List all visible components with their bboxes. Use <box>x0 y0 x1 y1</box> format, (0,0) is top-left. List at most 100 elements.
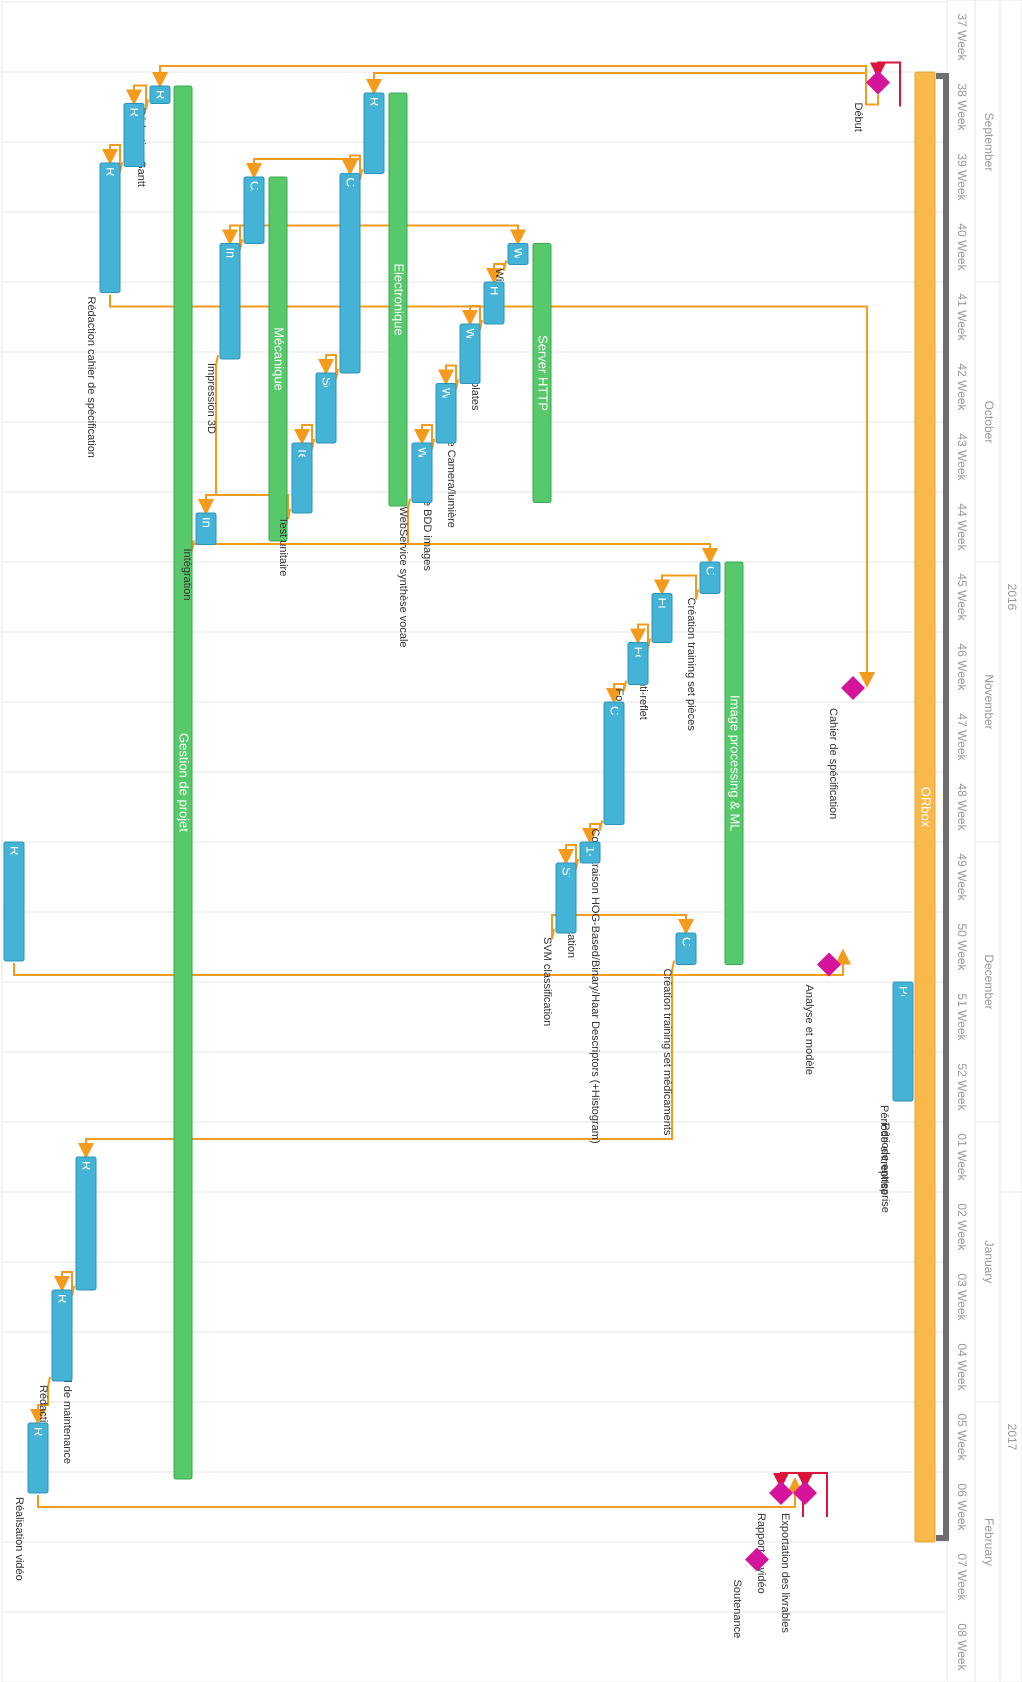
group-bar-rect[interactable] <box>388 92 408 507</box>
task-bar-svm[interactable]: SVM classifi SVM classification <box>541 862 577 1026</box>
task-bar-rect[interactable] <box>483 281 505 325</box>
task-bar-rect[interactable] <box>411 442 433 503</box>
group-bar-server[interactable]: Server HTTP <box>532 243 552 503</box>
group-bar-gestion[interactable]: Gestion de projet <box>173 85 193 1480</box>
task-bar-rect[interactable] <box>3 841 25 962</box>
task-name-label: Période entreprise <box>878 1105 890 1195</box>
task-bar-label: Filtre ant <box>656 598 671 649</box>
task-bar-rect[interactable] <box>651 593 673 643</box>
task-bar-rect[interactable] <box>291 442 313 514</box>
group-bar-label: Image processing & ML <box>728 695 743 832</box>
task-bar-rect[interactable] <box>51 1289 73 1382</box>
task-bar-rect[interactable] <box>459 323 481 384</box>
milestone-m_soutenance[interactable]: Soutenance <box>731 1547 769 1639</box>
milestone-label: Cahier de spécification <box>827 708 839 819</box>
task-name-label: SVM classification <box>541 937 553 1026</box>
milestone-m_cahier[interactable]: Cahier de spécification <box>827 676 865 819</box>
task-bar-label: CAO boitier <box>248 181 263 249</box>
task-bar-rect[interactable] <box>555 862 577 934</box>
dependency-link <box>462 305 483 331</box>
task-bar-creamed[interactable]: Créa Création training set médicaments <box>661 932 697 1136</box>
task-bar-imp3d[interactable]: Impression 3D Impression 3D <box>205 243 241 434</box>
task-bar-rect[interactable] <box>699 561 721 594</box>
task-bar-cahier[interactable]: Rédaction cahier de sp Rédaction cahier d… <box>85 162 121 458</box>
group-bar-rect[interactable] <box>724 561 744 965</box>
task-bar-creap[interactable]: Créa Création training set pièces <box>685 561 721 731</box>
task-bar-rect[interactable] <box>315 372 337 444</box>
task-bar-video[interactable]: Réalisation v Réalisation vidéo <box>13 1422 49 1581</box>
task-bar-rect[interactable] <box>892 981 914 1102</box>
dependency-link <box>551 914 694 940</box>
task-bar-rect[interactable] <box>219 243 241 360</box>
task-bar-redanalyse[interactable]: Rédaction analyse et Rédaction analyse et… <box>0 841 25 1107</box>
task-bar-rect[interactable] <box>99 162 121 293</box>
week-label: 41 Week <box>955 293 969 341</box>
task-bar-rect[interactable] <box>195 512 217 545</box>
task-bar-label: Réalisation v <box>32 1427 47 1502</box>
dependency-link <box>54 1271 75 1297</box>
group-bar-rect[interactable] <box>173 85 193 1480</box>
milestone-m_livrables[interactable]: Exportation des livrables <box>779 1481 817 1633</box>
task-bar-testu[interactable]: Test unitaire Test unitaire <box>277 442 313 576</box>
task-bar-label: Soudure <box>320 377 335 426</box>
milestone-diamond[interactable] <box>793 1481 817 1505</box>
group-bar-rect[interactable] <box>532 243 552 503</box>
task-bar-hog[interactable]: Comparaison HOG-B Comparaison HOG-Based/B… <box>589 701 625 1144</box>
group-bar-elec[interactable]: Electronique <box>388 92 408 507</box>
task-bar-rect[interactable] <box>603 701 625 825</box>
task-bar-rect[interactable] <box>675 932 697 965</box>
task-bar-rect[interactable] <box>243 176 265 244</box>
task-bar-rect[interactable] <box>507 243 529 265</box>
milestone-m_analyse[interactable]: Analyse et modèle <box>803 952 841 1076</box>
dependency-link <box>30 1376 51 1425</box>
task-bar-rect[interactable] <box>339 173 361 374</box>
task-name-label: Rédaction analyse et modèle <box>0 965 1 1107</box>
group-bar-rect[interactable] <box>268 176 288 542</box>
task-bar-label: 1-N <box>584 846 599 867</box>
task-bar-rect[interactable] <box>435 383 457 444</box>
group-bar-label: Gestion de projet <box>177 733 192 832</box>
dependency-link <box>438 364 459 390</box>
project-bar-orbox[interactable]: ORbox <box>914 71 936 1543</box>
milestone-label: Exportation des livrables <box>779 1513 791 1633</box>
dependency-link <box>414 424 435 450</box>
milestone-diamond[interactable] <box>866 70 890 95</box>
milestone-m_debut[interactable]: Début <box>852 70 890 132</box>
task-bar-rect[interactable] <box>75 1156 97 1291</box>
dependency-link <box>126 84 149 110</box>
dependency-link <box>606 680 627 704</box>
task-bar-rect[interactable] <box>579 841 601 864</box>
dependency-link <box>630 623 651 649</box>
group-bar-meca[interactable]: Mécanique <box>268 176 288 542</box>
task-bar-label: Réd <box>154 90 169 114</box>
milestone-diamond[interactable] <box>841 676 865 700</box>
week-label: 08 Week <box>955 1623 969 1671</box>
project-bar-rect[interactable] <box>914 71 936 1543</box>
task-bar-label: SVM classifi <box>560 867 575 938</box>
task-bar-label: Créa <box>704 566 719 595</box>
task-bar-rect[interactable] <box>123 103 145 167</box>
task-name-label: Comparaison HOG-Based/Binary/Haar Descri… <box>589 829 601 1144</box>
week-grid <box>1 0 945 1682</box>
group-bar-imgml[interactable]: Image processing & ML <box>724 561 744 965</box>
milestone-diamond[interactable] <box>745 1547 769 1572</box>
task-bar-rect[interactable] <box>149 85 171 104</box>
milestone-label: Début <box>852 103 864 132</box>
task-bar-rect[interactable] <box>363 92 385 174</box>
week-label: 01 Week <box>955 1133 969 1181</box>
week-label: 42 Week <box>955 363 969 411</box>
group-bar-label: Server HTTP <box>536 335 551 411</box>
milestone-diamond[interactable] <box>817 952 841 977</box>
task-bar-rect[interactable] <box>627 642 649 685</box>
task-bar-label: Rédaction rapport <box>56 1294 71 1398</box>
task-bar-integ[interactable]: Intég Intégration <box>181 512 217 600</box>
milestone-diamond[interactable] <box>769 1481 793 1505</box>
milestone-label: Soutenance <box>731 1580 743 1639</box>
task-bar-rect[interactable] <box>27 1422 49 1494</box>
week-label: 06 Week <box>955 1483 969 1531</box>
task-bar-label: Rédaction cahier de sp <box>104 167 119 300</box>
task-bar-wssynth[interactable]: WebServic WebService synthèse vocale <box>397 442 433 648</box>
